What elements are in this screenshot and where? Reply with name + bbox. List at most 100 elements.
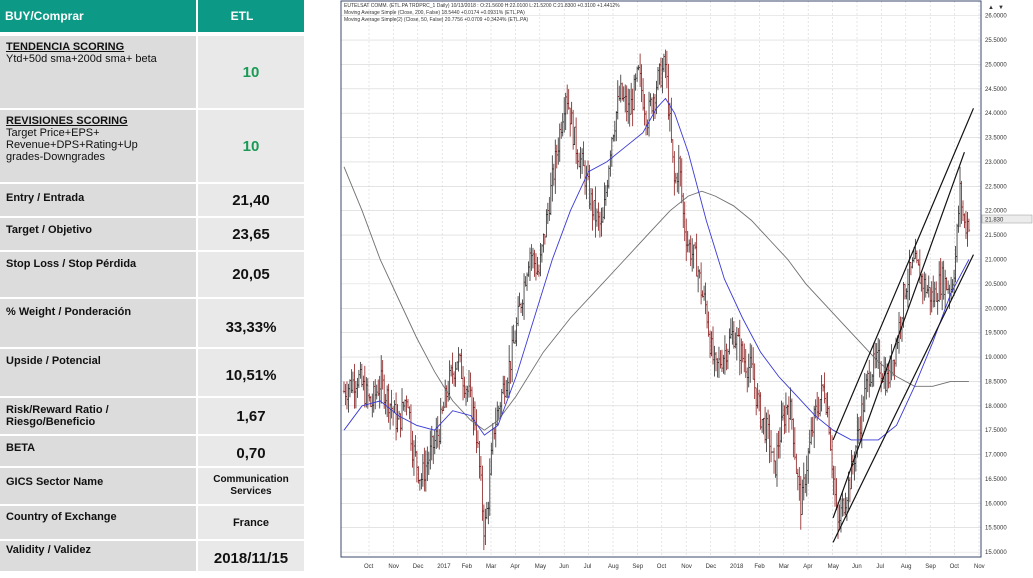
- beta-label: BETA: [6, 442, 36, 454]
- row-country: Country of Exchange France: [0, 506, 304, 539]
- price-chart[interactable]: 26.0000 25.5000 25.0000 24.5000 24.0000 23.50…: [340, 0, 1033, 578]
- x-tick-label: Mar: [486, 564, 496, 570]
- y-tick-label: 16.5000: [985, 477, 1007, 483]
- y-tick-label: 15.5000: [985, 526, 1007, 532]
- target-value: 23,65: [198, 218, 304, 250]
- sector-value: Communication: [213, 474, 289, 485]
- row-target: Target / Objetivo 23,65: [0, 218, 304, 250]
- country-label: Country of Exchange: [6, 511, 117, 523]
- y-tick-label: 26.0000: [985, 14, 1007, 20]
- x-tick-label: Feb: [462, 564, 473, 570]
- sector-label: GICS Sector Name: [6, 476, 104, 488]
- y-tick-label: 24.0000: [985, 111, 1007, 117]
- y-tick-label: 18.0000: [985, 404, 1007, 410]
- x-tick-label: Dec: [706, 564, 717, 570]
- validity-label: Validity / Validez: [6, 544, 91, 556]
- plot-frame: [340, 0, 982, 558]
- x-tick-label: 2018: [730, 564, 744, 570]
- y-tick-label: 24.5000: [985, 87, 1007, 93]
- x-tick-label: Nov: [681, 564, 692, 570]
- series-layer: [342, 49, 975, 551]
- revisiones-line3: grades-Downgrades: [6, 151, 106, 163]
- x-tick-label: Jul: [584, 564, 592, 570]
- chart-up-icon[interactable]: ▲: [988, 5, 994, 11]
- x-tick-label: Aug: [608, 564, 619, 570]
- x-tick-label: Oct: [364, 564, 374, 570]
- grid: [341, 1, 981, 557]
- chart-window-controls[interactable]: ▲ ▼: [988, 5, 1004, 11]
- last-price-box: [981, 214, 1033, 224]
- y-axis: 26.0000 25.5000 25.0000 24.5000 24.0000 23.50…: [985, 14, 1007, 556]
- summary-table: BUY/Comprar ETL TENDENCIA SCORING Ytd+50…: [0, 0, 304, 578]
- tendencia-title: TENDENCIA SCORING: [6, 41, 125, 53]
- validity-value: 2018/11/15: [198, 541, 304, 571]
- risk-reward-value: 1,67: [198, 398, 304, 434]
- risk-reward-label-2: Riesgo/Beneficio: [6, 416, 96, 428]
- revisiones-value: 10: [198, 110, 304, 182]
- x-tick-label: Mar: [779, 564, 789, 570]
- last-price-tag: 21.830: [981, 214, 1033, 224]
- y-tick-label: 20.0000: [985, 306, 1007, 312]
- stop-loss-value: 20,05: [198, 252, 304, 297]
- y-tick-label: 21.0000: [985, 257, 1007, 263]
- row-entry: Entry / Entrada 21,40: [0, 184, 304, 216]
- y-tick-label: 22.0000: [985, 209, 1007, 215]
- y-tick-label: 15.0000: [985, 550, 1007, 556]
- header-ticker: ETL: [198, 0, 304, 32]
- row-beta: BETA 0,70: [0, 436, 304, 466]
- channel-line: [832, 108, 975, 441]
- x-tick-label: Sep: [925, 564, 936, 570]
- chart-down-icon[interactable]: ▼: [998, 5, 1004, 11]
- sma50-line: [343, 97, 970, 441]
- legend-line: Moving Average Simple (Close, 200, False…: [344, 10, 525, 16]
- row-weight: % Weight / Ponderación 33,33%: [0, 299, 304, 347]
- row-validity: Validity / Validez 2018/11/15: [0, 541, 304, 571]
- x-tick-label: Oct: [950, 564, 960, 570]
- y-tick-label: 16.0000: [985, 501, 1007, 507]
- x-tick-label: Nov: [974, 564, 985, 570]
- y-tick-label: 20.5000: [985, 282, 1007, 288]
- header-signal: BUY/Comprar: [0, 0, 196, 32]
- x-tick-label: Apr: [803, 564, 812, 570]
- row-risk-reward: Risk/Reward Ratio / Riesgo/Beneficio 1,6…: [0, 398, 304, 434]
- row-upside: Upside / Potencial 10,51%: [0, 349, 304, 396]
- x-tick-label: Feb: [754, 564, 765, 570]
- row-revisiones: REVISIONES SCORING Target Price+EPS+ Rev…: [0, 110, 304, 182]
- country-value: France: [198, 506, 304, 539]
- y-tick-label: 17.5000: [985, 428, 1007, 434]
- chart-canvas[interactable]: 26.0000 25.5000 25.0000 24.5000 24.0000 23.50…: [340, 0, 1033, 578]
- revisiones-line1: Target Price+EPS+: [6, 127, 100, 139]
- channel-line: [832, 151, 965, 519]
- risk-reward-label: Risk/Reward Ratio /: [6, 404, 109, 416]
- x-tick-label: Jun: [559, 564, 569, 570]
- x-tick-label: Oct: [657, 564, 667, 570]
- x-tick-label: 2017: [437, 564, 451, 570]
- sector-value-2: Services: [230, 486, 272, 497]
- revisiones-line2: Revenue+DPS+Rating+Up: [6, 139, 138, 151]
- x-tick-label: Sep: [632, 564, 643, 570]
- y-tick-label: 23.5000: [985, 136, 1007, 142]
- y-tick-label: 22.5000: [985, 184, 1007, 190]
- channel-line: [832, 254, 975, 543]
- row-tendencia: TENDENCIA SCORING Ytd+50d sma+200d sma+ …: [0, 36, 304, 108]
- y-tick-label: 25.5000: [985, 38, 1007, 44]
- x-tick-label: Aug: [901, 564, 912, 570]
- beta-value: 0,70: [198, 436, 304, 466]
- row-sector: GICS Sector Name Communication Services: [0, 468, 304, 504]
- target-label: Target / Objetivo: [6, 224, 92, 236]
- y-tick-label: 17.0000: [985, 453, 1007, 459]
- x-axis: Oct Nov Dec 2017 Feb Mar Apr May Jun Jul Aug Sep Oct…: [364, 564, 985, 570]
- sma200-line: [343, 166, 969, 431]
- x-tick-label: Jun: [852, 564, 862, 570]
- stop-loss-label: Stop Loss / Stop Pérdida: [6, 258, 137, 270]
- y-tick-label: 19.0000: [985, 355, 1007, 361]
- entry-label: Entry / Entrada: [6, 192, 85, 204]
- revisiones-title: REVISIONES SCORING: [6, 115, 128, 127]
- y-tick-label: 19.5000: [985, 331, 1007, 337]
- x-tick-label: Jul: [876, 564, 884, 570]
- legend-line: Moving Average Simple(2) (Close, 50, Fal…: [344, 17, 528, 23]
- row-stop-loss: Stop Loss / Stop Pérdida 20,05: [0, 252, 304, 297]
- legend: EUTELSAT COMM. (ETL.PA TRDPRC_1 Daily) 1…: [344, 3, 620, 23]
- weight-value: 33,33%: [198, 299, 304, 347]
- upside-label: Upside / Potencial: [6, 355, 101, 367]
